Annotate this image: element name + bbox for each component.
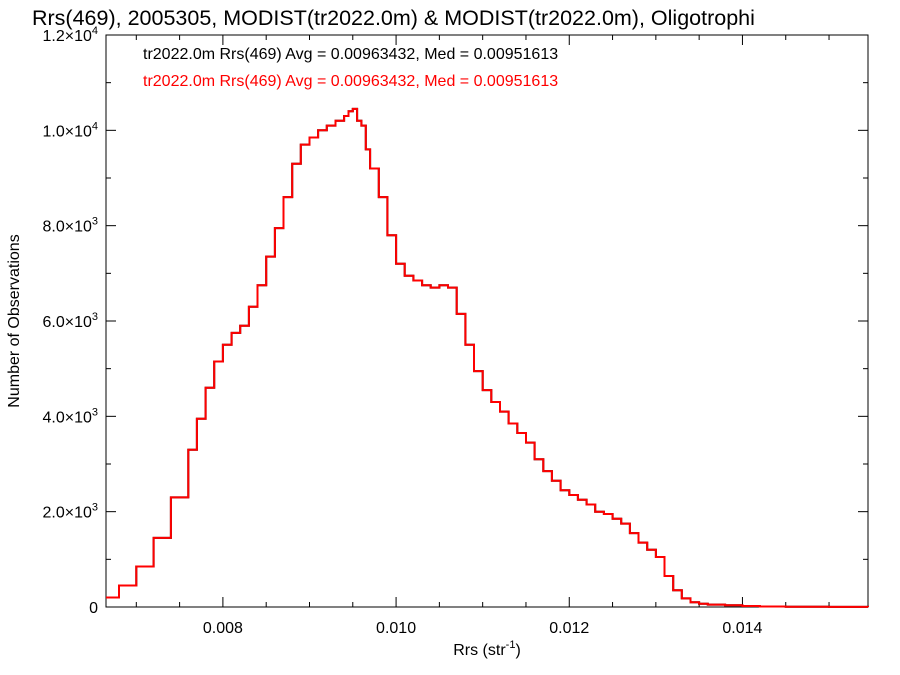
x-axis-label-text: Rrs (str (453, 642, 506, 659)
x-tick-label: 0.012 (549, 620, 589, 637)
y-tick-exponent: 4 (92, 120, 98, 132)
series-line-2 (106, 107, 869, 608)
annotation-line-2: tr2022.0m Rrs(469) Avg = 0.00963432, Med… (143, 73, 558, 90)
y-tick-label: 0 (89, 600, 98, 617)
y-tick-label: 8.0×103 (42, 216, 98, 236)
y-axis-label: Number of Observations (6, 234, 23, 407)
y-tick-mantissa: 1.0×10 (42, 123, 91, 140)
y-tick-exponent: 3 (92, 502, 98, 514)
series-line-1 (106, 107, 869, 608)
x-axis-label-end: ) (515, 642, 520, 659)
y-tick-label: 2.0×103 (42, 502, 98, 522)
y-tick-mantissa: 8.0×10 (42, 219, 91, 236)
x-axis-label: Rrs (str-1) (453, 639, 521, 659)
y-tick-mantissa: 6.0×10 (42, 314, 91, 331)
y-tick-exponent: 3 (92, 406, 98, 418)
x-tick-label: 0.008 (203, 620, 243, 637)
y-tick-mantissa: 4.0×10 (42, 409, 91, 426)
y-tick-mantissa: 0 (89, 600, 98, 617)
y-tick-label: 1.2×104 (42, 25, 98, 45)
y-tick-exponent: 4 (92, 25, 98, 37)
annotation-line-1: tr2022.0m Rrs(469) Avg = 0.00963432, Med… (143, 46, 558, 63)
y-tick-exponent: 3 (92, 311, 98, 323)
y-tick-mantissa: 1.2×10 (42, 28, 91, 45)
x-tick-label: 0.014 (722, 620, 762, 637)
legend-annotations: tr2022.0m Rrs(469) Avg = 0.00963432, Med… (143, 46, 558, 90)
x-axis-label-superscript: -1 (506, 639, 516, 651)
y-tick-mantissa: 2.0×10 (42, 505, 91, 522)
y-tick-label: 4.0×103 (42, 406, 98, 426)
y-tick-label: 1.0×104 (42, 120, 98, 140)
axis-ticks: 0.008 0.010 0.012 0.01402.0×1034.0×1036.0×1… (42, 25, 868, 637)
plot-frame (105, 34, 869, 608)
x-tick-label: 0.010 (376, 620, 416, 637)
series-group (106, 107, 869, 608)
chart-title: Rrs(469), 2005305, MODIST(tr2022.0m) & M… (32, 6, 755, 30)
y-tick-exponent: 3 (92, 216, 98, 228)
y-tick-label: 6.0×103 (42, 311, 98, 331)
